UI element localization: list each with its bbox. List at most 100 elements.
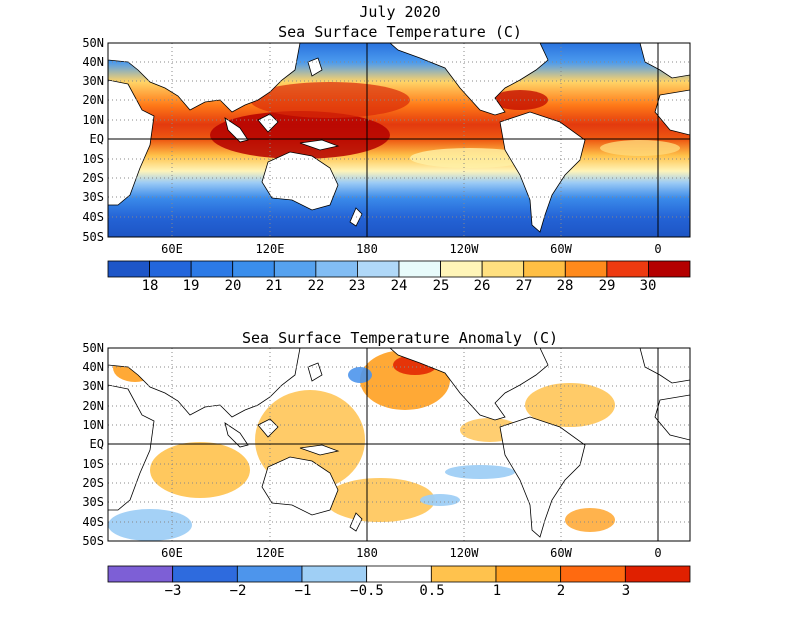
anomaly-colorbar-labels: −3 −2 −1 −0.5 0.5 1 2 3 <box>165 583 631 599</box>
colorbar-swatch <box>523 260 566 278</box>
colorbar-swatch <box>481 260 525 278</box>
sst-colorbar-label: 27 <box>516 278 533 294</box>
sst-map-frame <box>107 42 691 238</box>
land-australia <box>261 151 339 211</box>
sst-lat-label: 30S <box>82 190 104 204</box>
anomaly-cool-patches <box>108 367 515 541</box>
colorbar-swatch <box>624 565 691 583</box>
anomaly-lon-label: 60W <box>550 546 572 560</box>
anomaly-land <box>108 348 690 538</box>
sst-colorbar-label: 26 <box>474 278 491 294</box>
anomaly-lat-labels: 50N 40N 30N 20N 10N EQ 10S 20S 30S 40S 5… <box>82 341 104 548</box>
anomaly-colorbar-label: 0.5 <box>419 583 444 599</box>
anomaly-lat-label: 10S <box>82 457 104 471</box>
anomaly-colorbar-label: 2 <box>557 583 565 599</box>
land-arabia-asia <box>108 43 301 113</box>
anomaly-colorbar-label: 1 <box>493 583 501 599</box>
colorbar-swatch <box>430 565 497 583</box>
sst-map <box>108 43 690 237</box>
sst-colorbar-boxes <box>107 260 691 278</box>
sst-colorbar-label: 23 <box>349 278 366 294</box>
colorbar-swatch <box>495 565 562 583</box>
land-australia <box>261 456 339 516</box>
colorbar-swatch <box>366 565 432 583</box>
anomaly-colorbar: −3 −2 −1 −0.5 0.5 1 2 3 <box>107 565 691 599</box>
anomaly-southern-ocean-cool <box>108 509 192 541</box>
land-borneo <box>257 418 279 438</box>
land-africa <box>108 384 155 511</box>
sst-lon-label: 120W <box>450 242 480 256</box>
anomaly-colorbar-label: −2 <box>230 583 247 599</box>
anomaly-lon-label: 120E <box>256 546 285 560</box>
map-title-date: July 2020 <box>359 3 440 21</box>
sst-lat-label: 20N <box>82 93 104 107</box>
colorbar-swatch <box>107 260 150 278</box>
sst-atlantic-cool <box>600 140 680 156</box>
sst-colorbar-label: 20 <box>225 278 242 294</box>
land-south-america <box>499 111 586 233</box>
anomaly-lon-label: 60E <box>161 546 183 560</box>
colorbar-swatch <box>440 260 483 278</box>
colorbar-swatch <box>232 260 275 278</box>
anomaly-lat-label: 40N <box>82 360 104 374</box>
colorbar-swatch <box>172 565 238 583</box>
anomaly-equatorial-pacific-cool <box>445 465 515 479</box>
anomaly-kuroshio-cool <box>348 367 372 383</box>
anomaly-lat-label: 50N <box>82 341 104 355</box>
anomaly-atlantic-warm <box>525 383 615 427</box>
colorbar-swatch <box>315 260 358 278</box>
sst-lat-label: 30N <box>82 74 104 88</box>
sst-lat-label: 10N <box>82 113 104 127</box>
anomaly-colorbar-label: 3 <box>622 583 630 599</box>
land-sumatra <box>224 422 249 448</box>
sst-lat-label: 10S <box>82 152 104 166</box>
anomaly-lon-label: 180 <box>356 546 378 560</box>
sst-colorbar-label: 30 <box>640 278 657 294</box>
sst-lon-label: 180 <box>356 242 378 256</box>
anomaly-lon-label: 0 <box>654 546 661 560</box>
sst-colorbar-label: 22 <box>308 278 325 294</box>
anomaly-south-pacific-warm <box>325 478 435 522</box>
sst-colorbar-label: 18 <box>142 278 159 294</box>
sst-colorbar-label: 28 <box>557 278 574 294</box>
anomaly-map-frame <box>107 347 691 542</box>
anomaly-lat-label: 40S <box>82 515 104 529</box>
anomaly-lat-label: 50S <box>82 534 104 548</box>
sst-lat-labels: 50N 40N 30N 20N 10N EQ 10S 20S 30S 40S 5… <box>82 36 104 244</box>
sst-warm-pool <box>210 111 390 159</box>
anomaly-lon-label: 120W <box>450 546 480 560</box>
sst-lon-label: 60E <box>161 242 183 256</box>
anomaly-south-pacific-cool <box>420 494 460 506</box>
sst-map-title: Sea Surface Temperature (C) <box>278 23 522 41</box>
anomaly-colorbar-label: −1 <box>295 583 312 599</box>
sst-colorbar: 18 19 20 21 22 23 24 25 26 27 28 29 30 <box>107 260 691 294</box>
sst-colorbar-label: 19 <box>183 278 200 294</box>
land-west-africa <box>654 89 690 136</box>
sst-colorbar-labels: 18 19 20 21 22 23 24 25 26 27 28 29 30 <box>142 278 657 294</box>
anomaly-colorbar-label: −3 <box>165 583 182 599</box>
sst-lon-label: 0 <box>654 242 661 256</box>
anomaly-lat-label: 10N <box>82 418 104 432</box>
anomaly-lat-label: EQ <box>90 437 104 451</box>
anomaly-gridlines <box>108 348 690 541</box>
sst-lat-label: 20S <box>82 171 104 185</box>
land-north-america <box>389 43 549 116</box>
colorbar-swatch <box>273 260 317 278</box>
sst-lat-label: 40N <box>82 55 104 69</box>
colorbar-swatch <box>357 260 400 278</box>
land-new-guinea <box>299 444 340 456</box>
anomaly-indian-ocean-warm <box>150 442 250 498</box>
anomaly-lat-label: 20S <box>82 476 104 490</box>
sst-colorbar-label: 21 <box>266 278 283 294</box>
colorbar-swatch <box>107 565 174 583</box>
anomaly-map-title: Sea Surface Temperature Anomaly (C) <box>242 329 558 347</box>
land-japan <box>307 362 323 382</box>
colorbar-swatch <box>236 565 303 583</box>
land-south-america <box>499 416 586 538</box>
colorbar-swatch <box>301 565 368 583</box>
colorbar-swatch <box>564 260 608 278</box>
colorbar-swatch <box>149 260 192 278</box>
sst-colorbar-label: 24 <box>391 278 408 294</box>
sst-land <box>108 43 690 233</box>
